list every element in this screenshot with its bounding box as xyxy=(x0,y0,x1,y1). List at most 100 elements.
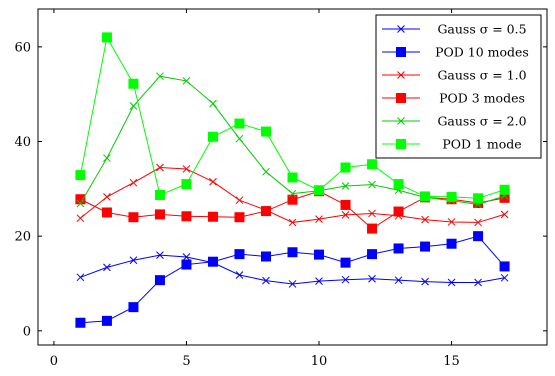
square-marker xyxy=(207,211,218,222)
cross-marker xyxy=(76,199,85,208)
square-marker xyxy=(75,170,86,181)
square-marker xyxy=(340,199,351,210)
cross-marker xyxy=(76,214,85,223)
cross-marker xyxy=(341,275,350,284)
cross-marker xyxy=(103,193,111,201)
series-5 xyxy=(75,32,510,204)
series-0 xyxy=(76,251,509,288)
x-tick-label: 5 xyxy=(182,354,190,369)
cross-marker xyxy=(103,154,111,162)
square-marker xyxy=(393,179,404,190)
cross-marker xyxy=(129,256,138,265)
series-1 xyxy=(75,231,510,328)
cross-marker xyxy=(129,178,138,187)
cross-marker xyxy=(394,276,403,285)
cross-marker xyxy=(500,210,509,219)
legend-entry: Gauss σ = 1.0 xyxy=(382,68,527,83)
cross-marker xyxy=(235,271,244,279)
legend-entry: POD 3 modes xyxy=(382,91,525,106)
cross-marker xyxy=(129,102,138,110)
square-marker xyxy=(260,126,271,137)
square-marker xyxy=(207,131,218,142)
square-marker xyxy=(287,247,298,258)
cross-marker xyxy=(368,180,376,189)
legend-entry: POD 1 mode xyxy=(382,137,522,152)
square-marker xyxy=(260,206,271,217)
square-marker xyxy=(499,192,510,203)
square-marker xyxy=(101,207,112,218)
square-marker xyxy=(340,257,351,268)
cross-marker xyxy=(447,218,456,226)
legend-label: POD 10 modes xyxy=(435,45,529,60)
square-marker xyxy=(234,249,245,260)
square-marker xyxy=(420,241,431,252)
square-marker xyxy=(181,211,192,222)
cross-marker xyxy=(103,263,111,272)
square-marker xyxy=(473,231,484,242)
square-marker xyxy=(287,194,298,205)
legend-label: Gauss σ = 1.0 xyxy=(437,68,526,83)
y-tick-label: 60 xyxy=(14,40,31,55)
square-marker xyxy=(420,191,431,202)
legend-swatch-marker xyxy=(396,139,406,149)
legend-label: POD 3 modes xyxy=(439,91,525,106)
square-marker xyxy=(287,172,298,183)
series-layer xyxy=(75,32,510,328)
legend-swatch-marker xyxy=(397,71,405,79)
y-tick-label: 20 xyxy=(14,230,31,245)
y-tick-label: 0 xyxy=(23,324,31,339)
square-marker xyxy=(128,78,139,89)
cross-marker xyxy=(156,251,164,259)
square-marker xyxy=(499,184,510,195)
cross-marker xyxy=(156,163,164,172)
square-marker xyxy=(473,193,484,204)
square-marker xyxy=(181,259,192,270)
square-marker xyxy=(393,243,404,254)
cross-marker xyxy=(421,215,429,224)
cross-marker xyxy=(447,278,456,287)
square-marker xyxy=(75,317,86,328)
x-tick-label: 15 xyxy=(443,354,460,369)
square-marker xyxy=(101,32,112,43)
square-marker xyxy=(128,212,139,223)
y-tick-label: 40 xyxy=(14,135,31,150)
square-marker xyxy=(260,251,271,262)
cross-marker xyxy=(235,196,244,205)
square-marker xyxy=(367,159,378,170)
square-marker xyxy=(154,209,165,220)
legend-box xyxy=(375,14,542,159)
cross-marker xyxy=(315,277,323,285)
x-tick-label: 10 xyxy=(311,354,328,369)
square-marker xyxy=(446,238,457,249)
cross-marker xyxy=(474,278,482,287)
cross-marker xyxy=(182,253,191,261)
square-marker xyxy=(181,179,192,190)
legend-label: Gauss σ = 2.0 xyxy=(437,114,526,129)
legend-swatch-marker xyxy=(396,47,406,57)
cross-marker xyxy=(288,280,297,288)
cross-marker xyxy=(182,165,191,173)
cross-marker xyxy=(262,276,270,285)
square-marker xyxy=(393,206,404,217)
cross-marker xyxy=(76,273,85,282)
square-marker xyxy=(154,275,165,286)
square-marker xyxy=(207,256,218,267)
square-marker xyxy=(234,212,245,223)
cross-marker xyxy=(288,218,297,227)
cross-marker xyxy=(156,72,164,81)
cross-marker xyxy=(500,273,509,282)
legend-swatch-marker xyxy=(396,93,406,103)
cross-marker xyxy=(262,167,270,176)
legend-entry: POD 10 modes xyxy=(382,45,529,60)
axis-ticks: 0 5 10 15 0 20 40 60 xyxy=(14,9,547,369)
square-marker xyxy=(75,194,86,205)
cross-marker xyxy=(368,274,376,283)
cross-marker xyxy=(209,99,217,108)
legend-swatch-marker xyxy=(397,25,405,33)
square-marker xyxy=(446,191,457,202)
square-marker xyxy=(499,261,510,272)
legend-entry: Gauss σ = 2.0 xyxy=(382,114,527,129)
legend-label: Gauss σ = 0.5 xyxy=(437,22,526,37)
square-marker xyxy=(367,249,378,260)
